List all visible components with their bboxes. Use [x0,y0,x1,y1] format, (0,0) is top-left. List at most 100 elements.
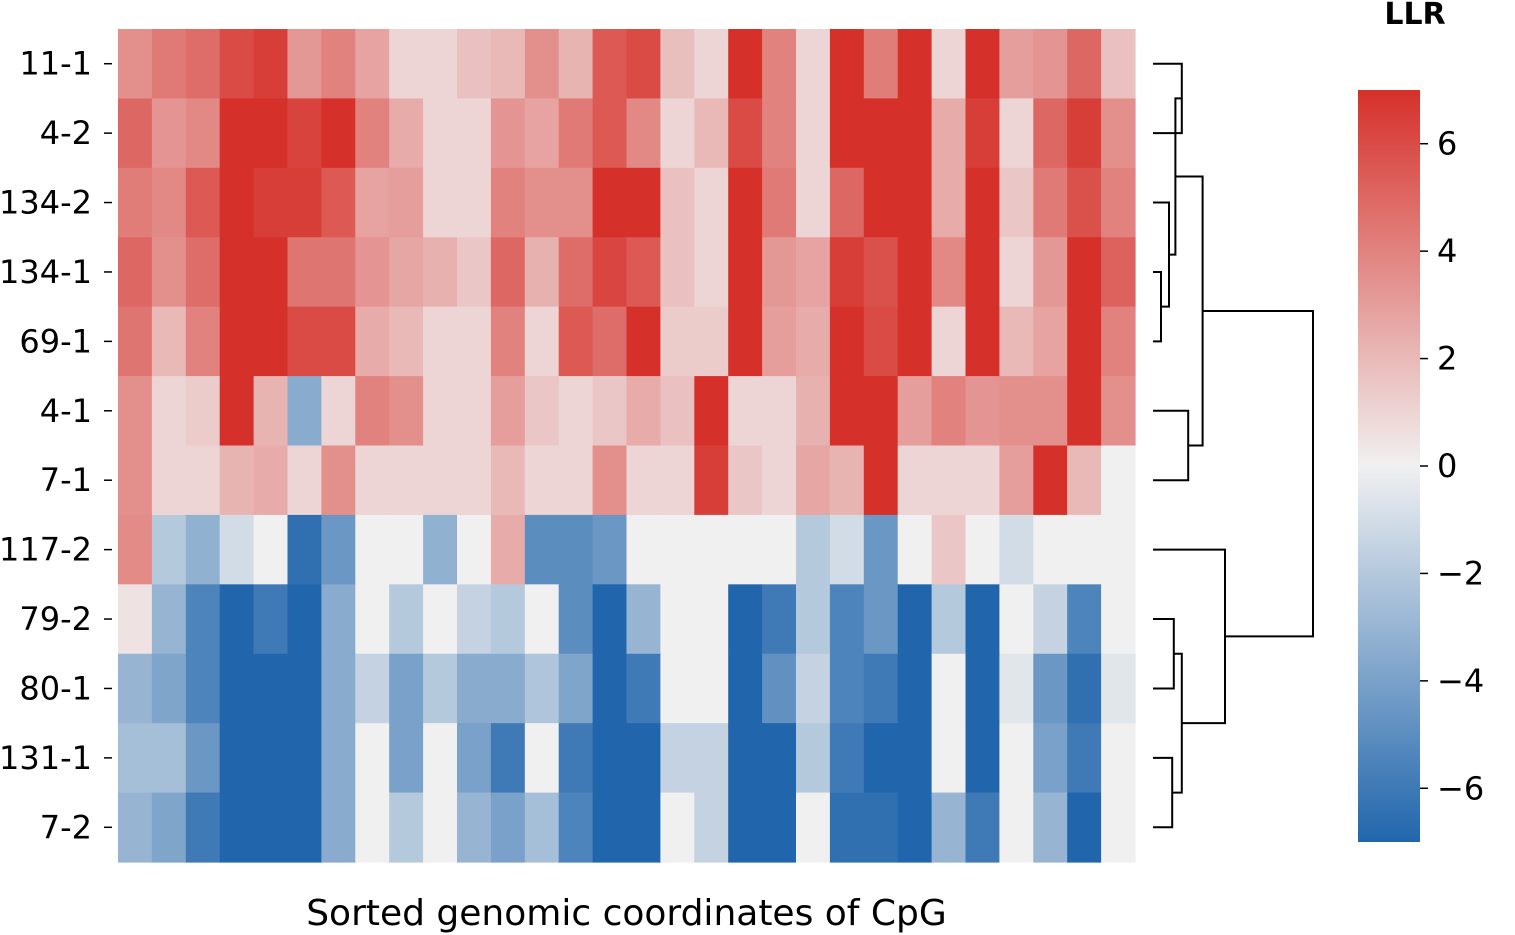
heatmap-cell-r2-c11 [490,167,526,238]
heatmap-cell-r0-c14 [592,29,628,100]
heatmap-cell-r0-c11 [490,29,526,100]
heatmap-cell-r6-c26 [999,445,1034,516]
heatmap-cell-r1-c29 [1101,98,1136,169]
heatmap-cell-r10-c25 [965,723,1000,794]
heatmap-cell-r8-c14 [592,584,628,655]
heatmap-cell-r1-c19 [762,98,797,169]
heatmap-cell-r11-c23 [897,792,933,863]
heatmap-cell-r1-c14 [592,98,628,169]
heatmap-cell-r1-c24 [931,98,967,169]
heatmap-cell-r0-c18 [728,29,763,100]
heatmap-cell-r7-c25 [965,514,1000,585]
heatmap-cell-r3-c26 [999,237,1034,308]
heatmap-cell-r8-c7 [355,584,390,655]
heatmap-cell-r6-c5 [287,445,322,516]
heatmap-cell-r8-c0 [118,584,153,655]
heatmap-cell-r5-c28 [1067,376,1102,447]
row-label: 134-2 [0,184,92,222]
heatmap-cell-r4-c4 [253,306,289,377]
heatmap-cell-r0-c27 [1033,29,1068,100]
heatmap-cell-r0-c4 [253,29,289,100]
heatmap-cell-r3-c27 [1033,237,1068,308]
heatmap-cell-r9-c8 [389,653,424,724]
heatmap-cell-r2-c15 [626,167,661,238]
heatmap-cell-r5-c9 [423,376,458,447]
heatmap-cell-r4-c29 [1101,306,1136,377]
heatmap-cell-r7-c15 [626,514,661,585]
heatmap-cell-r9-c9 [423,653,458,724]
row-label: 4-2 [40,114,92,152]
heatmap-cell-r2-c0 [118,167,153,238]
heatmap-cell-r7-c13 [558,514,594,585]
heatmap-cell-r5-c26 [999,376,1034,447]
heatmap-cell-r11-c10 [457,792,492,863]
heatmap-cell-r10-c29 [1101,723,1136,794]
heatmap-cell-r3-c5 [287,237,322,308]
heatmap-cell-r4-c14 [592,306,628,377]
dendrogram-link [1153,548,1226,725]
heatmap-cell-r2-c17 [694,167,729,238]
heatmap-cell-r9-c15 [626,653,661,724]
heatmap-cell-r5-c25 [965,376,1000,447]
heatmap-cell-r11-c27 [1033,792,1068,863]
heatmap-cell-r8-c11 [490,584,526,655]
heatmap-cell-r5-c11 [490,376,526,447]
heatmap-cell-r11-c19 [762,792,797,863]
heatmap-cell-r1-c26 [999,98,1034,169]
heatmap-cell-r11-c3 [219,792,255,863]
heatmap-cell-r6-c19 [762,445,797,516]
row-label: 79-2 [19,600,92,638]
colorbar-tick-label: −4 [1437,662,1484,700]
heatmap-cell-r0-c7 [355,29,390,100]
heatmap-cell-r9-c6 [321,653,356,724]
heatmap-cell-r4-c17 [694,306,729,377]
heatmap-cell-r8-c16 [660,584,695,655]
colorbar-tick-label: 2 [1437,340,1457,378]
heatmap-cell-r5-c13 [558,376,594,447]
heatmap-cell-r2-c5 [287,167,322,238]
heatmap-cell-r0-c2 [185,29,221,100]
heatmap-cell-r3-c12 [524,237,560,308]
heatmap-cell-r11-c13 [558,792,594,863]
heatmap-cell-r4-c11 [490,306,526,377]
heatmap-cell-r1-c12 [524,98,560,169]
heatmap-cell-r11-c25 [965,792,1000,863]
heatmap-cell-r8-c12 [524,584,560,655]
heatmap-cell-r6-c13 [558,445,594,516]
heatmap-cell-r5-c10 [457,376,492,447]
heatmap-cell-r1-c25 [965,98,1000,169]
x-axis-label: Sorted genomic coordinates of CpG [306,893,947,934]
heatmap-cell-r3-c11 [490,237,526,308]
heatmap-cell-r6-c28 [1067,445,1102,516]
heatmap-cell-r1-c7 [355,98,390,169]
colorbar-tick-label: 4 [1437,232,1457,270]
heatmap-cell-r1-c4 [253,98,289,169]
heatmap-cell-r4-c21 [829,306,865,377]
heatmap-cell-r10-c6 [321,723,356,794]
heatmap-cell-r0-c26 [999,29,1034,100]
heatmap-cell-r2-c27 [1033,167,1068,238]
heatmap-cell-r6-c16 [660,445,695,516]
heatmap-cell-r0-c22 [863,29,899,100]
heatmap-cell-r9-c21 [829,653,865,724]
heatmap-cell-r4-c24 [931,306,967,377]
heatmap-cell-r0-c15 [626,29,661,100]
heatmap-cell-r6-c18 [728,445,763,516]
heatmap-cell-r10-c15 [626,723,661,794]
heatmap-cell-r1-c5 [287,98,322,169]
heatmap-cell-r4-c0 [118,306,153,377]
row-label: 4-1 [40,392,92,430]
heatmap-cell-r4-c27 [1033,306,1068,377]
heatmap-cell-r3-c15 [626,237,661,308]
heatmap-cell-r8-c25 [965,584,1000,655]
colorbar-title: LLR [1384,0,1445,32]
heatmap-cell-r0-c13 [558,29,594,100]
heatmap-cell-r5-c27 [1033,376,1068,447]
dendrogram-link [1153,409,1190,482]
heatmap-cell-r4-c22 [863,306,899,377]
row-labels: 11-1 4-2 134-2 134-1 69-1 4-1 7-1 117-2 79-2 80-1… [0,45,112,846]
heatmap-cell-r11-c18 [728,792,763,863]
heatmap-cell-r8-c8 [389,584,424,655]
heatmap-cell-r11-c4 [253,792,289,863]
heatmap-cell-r5-c15 [626,376,661,447]
